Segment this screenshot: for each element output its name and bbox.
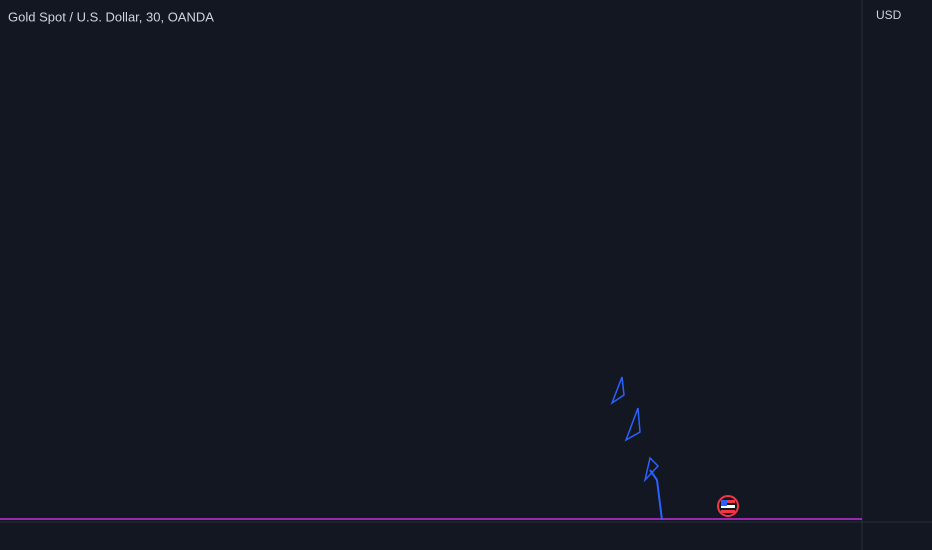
drawn-shape (624, 407, 641, 442)
event-flag[interactable] (717, 495, 739, 517)
drawn-shape (610, 376, 625, 405)
trend-line (649, 469, 663, 521)
drawn-shape (643, 456, 660, 483)
currency-label: USD (876, 8, 902, 22)
chart-title: Gold Spot / U.S. Dollar, 30, OANDA (8, 9, 214, 24)
